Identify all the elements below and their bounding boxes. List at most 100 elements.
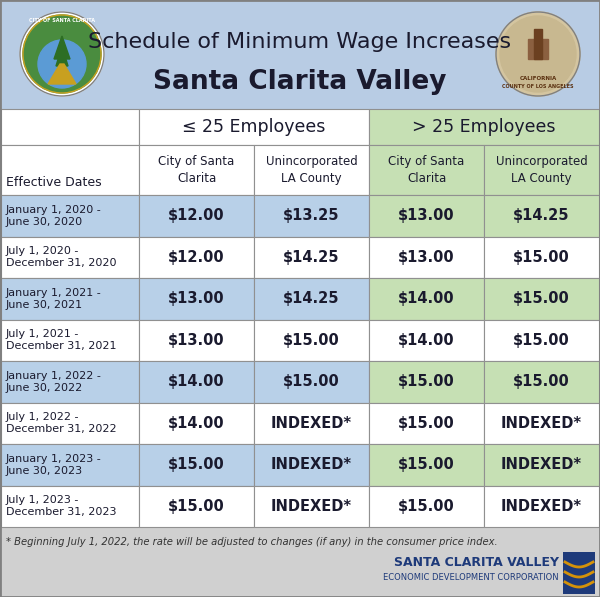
Bar <box>139 195 254 236</box>
Text: INDEXED*: INDEXED* <box>271 498 352 514</box>
Text: $15.00: $15.00 <box>513 374 570 389</box>
Bar <box>1 402 139 444</box>
Text: SANTA CLARITA VALLEY: SANTA CLARITA VALLEY <box>394 555 559 568</box>
Text: $14.25: $14.25 <box>283 291 340 306</box>
Text: $14.00: $14.00 <box>168 416 225 431</box>
Bar <box>139 109 369 145</box>
Text: * Beginning July 1, 2022, the rate will be adjusted to changes (if any) in the c: * Beginning July 1, 2022, the rate will … <box>6 537 497 547</box>
Text: > 25 Employees: > 25 Employees <box>412 118 556 136</box>
Circle shape <box>38 40 86 88</box>
Bar <box>484 361 599 402</box>
Text: $13.00: $13.00 <box>168 291 225 306</box>
Bar <box>139 319 254 361</box>
Text: January 1, 2023 -
June 30, 2023: January 1, 2023 - June 30, 2023 <box>6 454 102 476</box>
Bar <box>1 444 139 485</box>
Text: January 1, 2022 -
June 30, 2022: January 1, 2022 - June 30, 2022 <box>6 371 102 393</box>
Bar <box>254 361 369 402</box>
Bar <box>1 361 139 402</box>
Text: INDEXED*: INDEXED* <box>501 416 582 431</box>
Text: $12.00: $12.00 <box>168 208 225 223</box>
Bar <box>1 236 139 278</box>
Bar <box>369 361 484 402</box>
Text: CITY OF SANTA CLARITA: CITY OF SANTA CLARITA <box>29 17 95 23</box>
Text: $15.00: $15.00 <box>398 498 455 514</box>
Bar <box>254 319 369 361</box>
Text: $14.25: $14.25 <box>283 250 340 264</box>
Text: July 1, 2022 -
December 31, 2022: July 1, 2022 - December 31, 2022 <box>6 412 116 435</box>
Bar <box>484 195 599 236</box>
Bar <box>139 444 254 485</box>
Bar <box>563 552 595 594</box>
Circle shape <box>20 12 104 96</box>
Text: July 1, 2020 -
December 31, 2020: July 1, 2020 - December 31, 2020 <box>6 246 116 269</box>
Bar <box>484 444 599 485</box>
Text: COUNTY OF LOS ANGELES: COUNTY OF LOS ANGELES <box>502 84 574 88</box>
Text: INDEXED*: INDEXED* <box>501 498 582 514</box>
Bar <box>369 444 484 485</box>
Text: $14.00: $14.00 <box>398 333 455 347</box>
Bar <box>369 145 484 195</box>
Bar <box>369 319 484 361</box>
Text: ≤ 25 Employees: ≤ 25 Employees <box>182 118 326 136</box>
Polygon shape <box>534 29 542 59</box>
Bar <box>484 319 599 361</box>
Text: $13.25: $13.25 <box>283 208 340 223</box>
Bar <box>1 109 139 145</box>
Polygon shape <box>54 36 70 59</box>
Circle shape <box>500 16 576 92</box>
Bar <box>369 485 484 527</box>
Text: $13.00: $13.00 <box>168 333 225 347</box>
Bar <box>254 485 369 527</box>
Bar <box>254 402 369 444</box>
Circle shape <box>496 12 580 96</box>
Text: $12.00: $12.00 <box>168 250 225 264</box>
Text: $15.00: $15.00 <box>513 333 570 347</box>
Bar <box>1 278 139 319</box>
Text: CALIFORNIA: CALIFORNIA <box>520 75 557 81</box>
Text: $14.25: $14.25 <box>513 208 570 223</box>
Text: $15.00: $15.00 <box>398 457 455 472</box>
Text: Santa Clarita Valley: Santa Clarita Valley <box>153 69 447 95</box>
Bar <box>1 195 139 236</box>
Text: Schedule of Minimum Wage Increases: Schedule of Minimum Wage Increases <box>88 32 512 52</box>
Text: INDEXED*: INDEXED* <box>501 457 582 472</box>
Bar <box>369 278 484 319</box>
Text: January 1, 2021 -
June 30, 2021: January 1, 2021 - June 30, 2021 <box>6 288 102 310</box>
Text: July 1, 2021 -
December 31, 2021: July 1, 2021 - December 31, 2021 <box>6 329 116 352</box>
Bar <box>484 145 599 195</box>
Bar <box>1 527 599 596</box>
Bar <box>484 278 599 319</box>
Text: INDEXED*: INDEXED* <box>271 457 352 472</box>
Text: Unincorporated
LA County: Unincorporated LA County <box>496 155 587 185</box>
Bar <box>139 278 254 319</box>
Bar <box>139 361 254 402</box>
Polygon shape <box>56 46 68 66</box>
Bar <box>254 236 369 278</box>
Bar <box>1 145 139 195</box>
Bar <box>484 485 599 527</box>
Text: $15.00: $15.00 <box>168 457 225 472</box>
Text: INDEXED*: INDEXED* <box>271 416 352 431</box>
Text: Effective Dates: Effective Dates <box>6 176 101 189</box>
Text: $15.00: $15.00 <box>398 416 455 431</box>
Bar <box>1 319 139 361</box>
Bar <box>369 195 484 236</box>
Text: $15.00: $15.00 <box>283 333 340 347</box>
Text: $13.00: $13.00 <box>398 208 455 223</box>
Text: City of Santa
Clarita: City of Santa Clarita <box>158 155 235 185</box>
Bar <box>1 109 599 527</box>
Text: $13.00: $13.00 <box>398 250 455 264</box>
Bar <box>139 145 254 195</box>
Polygon shape <box>48 64 76 84</box>
Text: Unincorporated
LA County: Unincorporated LA County <box>266 155 358 185</box>
Text: $15.00: $15.00 <box>398 374 455 389</box>
Bar <box>254 195 369 236</box>
Text: City of Santa
Clarita: City of Santa Clarita <box>388 155 464 185</box>
Text: $15.00: $15.00 <box>168 498 225 514</box>
Bar <box>139 402 254 444</box>
Text: $15.00: $15.00 <box>513 291 570 306</box>
Text: $15.00: $15.00 <box>513 250 570 264</box>
Bar <box>139 485 254 527</box>
Bar <box>369 236 484 278</box>
Bar <box>369 109 599 145</box>
